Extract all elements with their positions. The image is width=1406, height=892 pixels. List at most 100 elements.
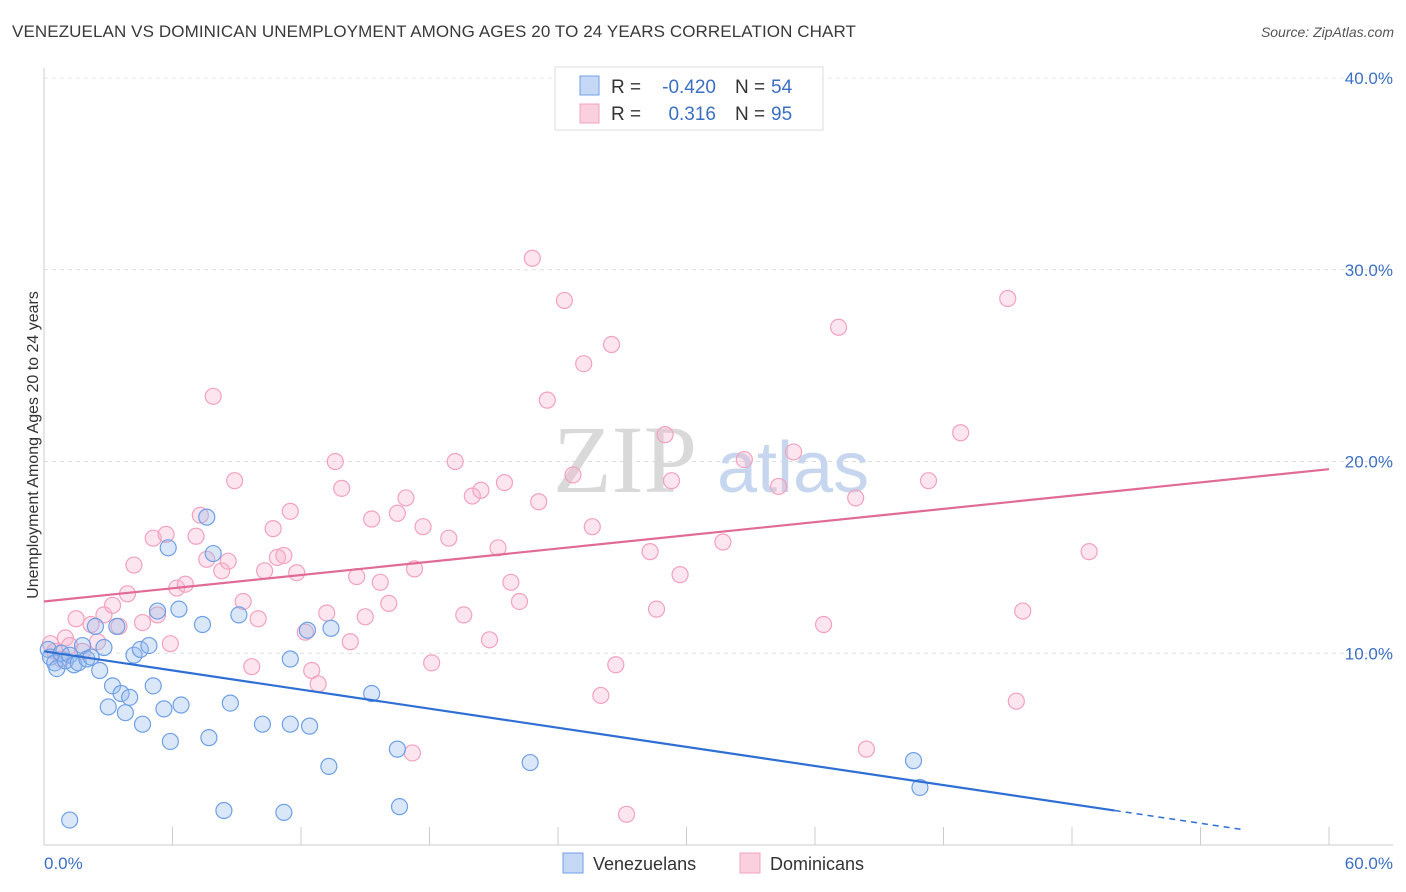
legend-swatch-venezuelans <box>579 75 600 96</box>
dominican-point-78 <box>662 472 681 490</box>
venezuelan-point-15 <box>99 698 117 716</box>
venezuelan-point-45 <box>320 757 338 775</box>
dominican-point-68 <box>564 466 582 484</box>
dominican-point-22 <box>191 506 209 524</box>
venezuelan-point-36 <box>215 801 233 820</box>
y-tick-label-1: 20.0% <box>1345 453 1393 472</box>
venezuelans-trend-line <box>43 650 1115 812</box>
venezuelan-point-44 <box>300 717 319 735</box>
venezuelan-point-21 <box>125 646 143 664</box>
dominican-point-61 <box>495 473 514 492</box>
dominican-point-17 <box>157 525 175 543</box>
dominican-point-31 <box>255 562 274 580</box>
dominican-point-51 <box>405 560 424 578</box>
legend-box <box>554 66 824 131</box>
legend-n-value-1: 54 <box>771 77 793 98</box>
x-tick-label-min: 0.0% <box>44 854 83 873</box>
dominican-point-82 <box>769 477 788 496</box>
dominican-point-79 <box>671 566 689 584</box>
dominican-point-74 <box>617 805 636 823</box>
bottom-legend-venezuelans: Venezuelans <box>593 854 696 874</box>
dominican-point-10 <box>103 596 122 614</box>
y-tick-label-0: 10.0% <box>1345 644 1393 663</box>
dominican-point-23 <box>198 550 216 568</box>
watermark-atlas: atlas <box>717 428 869 508</box>
dominican-point-25 <box>213 562 231 580</box>
dominican-point-14 <box>133 613 152 632</box>
dominican-point-53 <box>423 654 441 672</box>
venezuelan-point-42 <box>281 715 299 733</box>
watermark: ZIP atlas <box>553 406 869 513</box>
dominican-point-84 <box>814 615 833 634</box>
dominican-point-86 <box>847 489 865 507</box>
venezuelan-point-14 <box>95 638 113 657</box>
dominicans-trend-line <box>43 468 1330 603</box>
bottom-legend-swatch-dominicans <box>739 852 761 874</box>
dominican-point-65 <box>530 493 548 511</box>
dominican-point-90 <box>999 289 1017 308</box>
dominican-point-93 <box>1080 543 1098 561</box>
venezuelan-point-30 <box>170 600 188 618</box>
dominican-point-26 <box>219 552 237 570</box>
venezuelan-point-17 <box>108 617 126 636</box>
dominican-point-87 <box>857 740 876 758</box>
dominican-point-80 <box>714 533 732 551</box>
legend-series: Venezuelans Dominicans <box>562 852 864 874</box>
legend-n-value-2: 95 <box>771 104 792 125</box>
dominican-point-62 <box>502 573 520 591</box>
dominican-point-32 <box>264 520 282 538</box>
dominicans-points <box>41 249 1098 823</box>
gridlines <box>44 77 1393 654</box>
dominican-point-73 <box>607 656 625 674</box>
x-tick-label-max: 60.0% <box>1345 854 1393 873</box>
dominican-point-34 <box>275 546 293 565</box>
dominican-point-13 <box>125 556 143 574</box>
dominican-point-28 <box>234 592 252 611</box>
watermark-zip: ZIP <box>553 406 697 513</box>
dominican-point-48 <box>380 594 398 612</box>
dominican-point-67 <box>555 291 574 310</box>
dominican-point-81 <box>735 450 753 469</box>
dominican-point-94 <box>403 744 421 762</box>
dominican-point-69 <box>575 355 593 373</box>
dominican-point-27 <box>226 472 244 490</box>
venezuelan-point-9 <box>73 636 92 655</box>
dominican-point-36 <box>288 564 306 582</box>
dominican-point-59 <box>480 631 499 649</box>
dominican-point-30 <box>249 610 267 628</box>
dominican-point-15 <box>144 529 162 547</box>
dominican-point-45 <box>356 608 374 626</box>
dominican-point-58 <box>472 481 490 499</box>
venezuelan-point-22 <box>131 640 149 659</box>
dominican-point-24 <box>204 387 222 405</box>
legend-swatch-dominicans <box>579 103 600 124</box>
venezuelan-point-37 <box>221 694 239 712</box>
dominican-point-40 <box>318 604 336 622</box>
dominican-point-55 <box>446 452 464 471</box>
y-axis-label: Unemployment Among Ages 20 to 24 years <box>25 291 42 599</box>
dominican-point-52 <box>414 518 432 536</box>
venezuelan-point-24 <box>140 636 158 655</box>
legend-r-label-1: R = <box>611 77 641 98</box>
venezuelan-point-32 <box>193 615 212 634</box>
legend-stats: R = -0.420 N = 54 R = 0.316 N = 95 <box>554 66 824 131</box>
dominican-point-42 <box>333 479 351 497</box>
venezuelan-point-52 <box>904 752 923 770</box>
dominican-point-66 <box>538 391 556 409</box>
chart-source: Source: ZipAtlas.com <box>1260 24 1394 40</box>
venezuelan-point-25 <box>144 677 162 695</box>
venezuelan-point-28 <box>159 539 177 557</box>
y-tick-label-3: 40.0% <box>1345 69 1393 88</box>
venezuelan-point-33 <box>198 508 216 526</box>
dominican-point-64 <box>523 249 541 267</box>
dominican-point-50 <box>397 489 415 507</box>
y-tick-labels: 10.0% 20.0% 30.0% 40.0% <box>1345 69 1393 663</box>
venezuelan-point-47 <box>363 684 381 703</box>
venezuelan-point-12 <box>86 617 105 636</box>
dominican-point-91 <box>1007 692 1025 710</box>
venezuelan-point-27 <box>155 700 173 718</box>
legend-n-label-2: N = <box>735 104 765 125</box>
venezuelan-point-38 <box>230 606 248 624</box>
venezuelan-point-29 <box>161 732 179 751</box>
